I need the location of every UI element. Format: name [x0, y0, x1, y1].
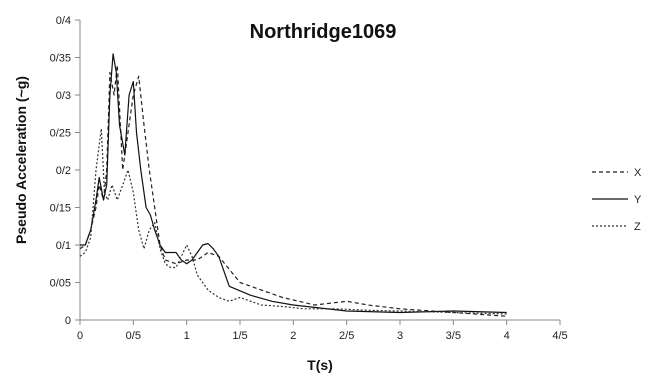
legend: X Y Z	[592, 167, 642, 233]
x-tick-label: 0	[77, 330, 83, 342]
x-tick-label: 1	[184, 330, 190, 342]
y-tick-label: 0/3	[56, 90, 71, 102]
axes: 0 0/5 1 1/5 2 2/5 3 3/5 4 4/5 0 0/05 0/1 0/15 0/2 0/25 0…	[50, 15, 568, 342]
y-tick-label: 0/2	[56, 165, 71, 177]
legend-label-x: X	[634, 167, 642, 179]
x-tick-label: 3	[397, 330, 403, 342]
x-axis-label: T(s)	[307, 357, 333, 373]
y-tick-label: 0/1	[56, 240, 71, 252]
x-tick-label: 4/5	[552, 330, 567, 342]
y-tick-label: 0/05	[50, 278, 71, 290]
x-tick-label: 4	[504, 330, 510, 342]
x-tick-label: 3/5	[446, 330, 461, 342]
legend-label-y: Y	[634, 194, 642, 206]
series-line-z	[79, 128, 507, 315]
y-tick-label: 0/15	[50, 203, 71, 215]
x-tick-label: 0/5	[126, 330, 141, 342]
chart-title: Northridge1069	[250, 21, 397, 43]
y-tick-label: 0/35	[50, 53, 71, 65]
y-tick-label: 0	[65, 315, 71, 327]
x-tick-label: 2/5	[339, 330, 354, 342]
series-line-y	[80, 53, 507, 314]
x-tick-label: 2	[290, 330, 296, 342]
x-tick-label: 1/5	[232, 330, 247, 342]
y-tick-label: 0/25	[50, 128, 71, 140]
series-layer	[79, 53, 507, 317]
y-tick-label: 0/4	[56, 15, 71, 27]
legend-label-z: Z	[634, 221, 641, 233]
y-axis-label: Pseudo Acceleration (~g)	[13, 76, 29, 244]
